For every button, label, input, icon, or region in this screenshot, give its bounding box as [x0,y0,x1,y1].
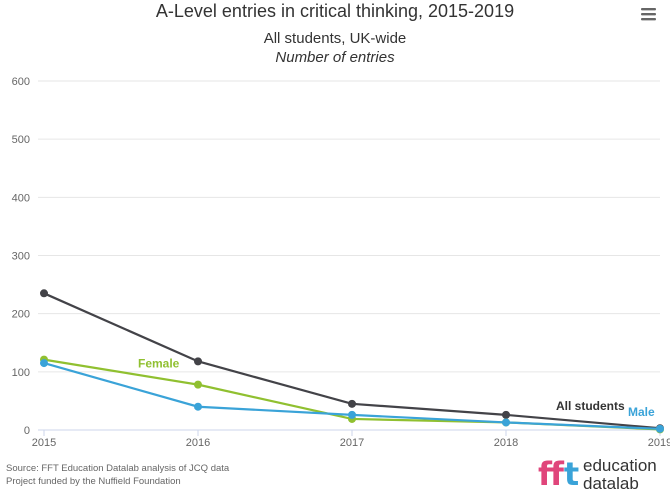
y-tick-label: 200 [12,309,30,321]
logo-mark: fft [538,455,579,493]
source-line-2: Project funded by the Nuffield Foundatio… [6,476,181,487]
series: All students Female Male [40,289,664,434]
series-male: Male [40,359,664,433]
data-point[interactable] [40,359,48,368]
data-point[interactable] [40,289,48,298]
y-axis-ticks: 0 100 200 300 400 500 600 [12,76,30,437]
data-point[interactable] [348,410,356,419]
y-tick-label: 300 [12,251,30,263]
source-line-1: Source: FFT Education Datalab analysis o… [6,463,230,474]
logo-word-datalab: datalab [583,474,639,493]
y-tick-label: 100 [12,367,30,379]
datalab-logo: fft education datalab [538,455,657,493]
x-tick-label: 2016 [186,437,210,449]
chart-subtitle: All students, UK-wide [264,30,407,47]
chart-subtitle-units: Number of entries [275,49,395,66]
x-tick-label: 2015 [32,437,56,449]
data-point[interactable] [656,424,664,433]
x-axis-ticks: 2015 2016 2017 2018 2019 [32,430,670,449]
x-tick-label: 2018 [494,437,518,449]
y-tick-label: 0 [24,425,30,437]
data-point[interactable] [194,402,202,411]
gridlines [38,80,660,431]
x-tick-label: 2019 [648,437,670,449]
data-point[interactable] [502,410,510,419]
data-point[interactable] [348,399,356,408]
data-point[interactable] [502,418,510,427]
series-label: Female [138,357,180,371]
menu-icon[interactable] [641,8,656,21]
y-tick-label: 500 [12,134,30,146]
x-tick-label: 2017 [340,437,364,449]
y-tick-label: 400 [12,192,30,204]
series-all-students: All students [40,289,664,433]
series-label: All students [556,399,625,413]
data-point[interactable] [194,380,202,389]
data-point[interactable] [194,357,202,366]
series-female: Female [40,355,664,434]
y-tick-label: 600 [12,76,30,88]
chart-title: A-Level entries in critical thinking, 20… [156,1,514,21]
logo-word-education: education [583,456,657,475]
series-label: Male [628,405,655,419]
